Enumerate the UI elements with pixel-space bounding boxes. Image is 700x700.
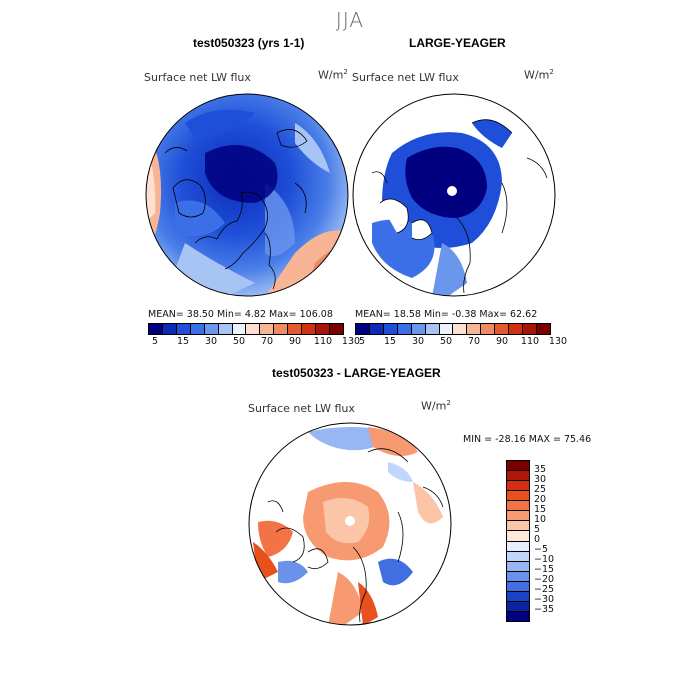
right-colorbar-swatch [369, 324, 384, 334]
right-panel-title: LARGE-YEAGER [409, 36, 506, 50]
left-colorbar-tick-label: 50 [232, 336, 246, 347]
right-colorbar-tick-label: 110 [520, 336, 540, 347]
diff-colorbar-swatch [507, 521, 529, 532]
left-colorbar-swatch [302, 324, 317, 334]
diff-colorbar-tick-label: −10 [534, 554, 555, 565]
left-colorbar-swatch [274, 324, 289, 334]
diff-colorbar-tick-label: 0 [534, 534, 541, 545]
diff-polar-map [248, 422, 452, 626]
right-colorbar-tick-label: 5 [358, 336, 366, 347]
diff-colorbar-swatch [507, 571, 529, 582]
left-colorbar-tick-label: 70 [260, 336, 274, 347]
diff-colorbar-swatch [507, 501, 529, 512]
right-colorbar-tick-label: 50 [439, 336, 453, 347]
right-colorbar-tick-label: 130 [548, 336, 568, 347]
right-colorbar-ticks: 5 15 30 50 70 90 110 130 [355, 336, 567, 350]
diff-colorbar-tick-label: −30 [534, 594, 555, 605]
left-colorbar-swatch [204, 324, 219, 334]
right-colorbar [355, 323, 551, 335]
diff-colorbar-tick-label: 5 [534, 524, 541, 535]
right-colorbar-swatch [425, 324, 440, 334]
left-colorbar-tick-label: 15 [176, 336, 190, 347]
diff-colorbar-tick-label: −20 [534, 574, 555, 585]
left-colorbar-swatch [288, 324, 303, 334]
diff-colorbar-swatch [507, 581, 529, 592]
diff-colorbar-swatch [507, 531, 529, 542]
diff-colorbar-tick-label: −35 [534, 604, 555, 615]
right-colorbar-swatch [453, 324, 468, 334]
diff-colorbar-tick-label: 35 [534, 464, 547, 475]
left-colorbar-swatch [190, 324, 205, 334]
left-colorbar-tick-label: 30 [204, 336, 218, 347]
right-colorbar-swatch [467, 324, 482, 334]
left-colorbar-tick-label: 5 [151, 336, 159, 347]
right-colorbar-tick-label: 90 [495, 336, 509, 347]
left-colorbar [148, 323, 344, 335]
diff-colorbar-swatch [507, 601, 529, 612]
right-colorbar-swatch [495, 324, 510, 334]
diff-colorbar-tick-label: 10 [534, 514, 547, 525]
diff-colorbar-swatch [507, 611, 529, 621]
right-polar-map [352, 93, 556, 297]
left-colorbar-swatch [176, 324, 191, 334]
left-unit-label: W/m2 [318, 68, 348, 82]
left-variable-label: Surface net LW flux [144, 71, 251, 84]
left-stats: MEAN= 38.50 Min= 4.82 Max= 106.08 [148, 309, 333, 320]
diff-stats: MIN = -28.16 MAX = 75.46 [463, 434, 592, 445]
diff-colorbar [506, 460, 530, 622]
diff-colorbar-tick-label: −5 [534, 544, 549, 555]
left-colorbar-ticks: 5 15 30 50 70 90 110 130 [148, 336, 360, 350]
season-title: JJA [335, 8, 365, 32]
right-stats: MEAN= 18.58 Min= -0.38 Max= 62.62 [355, 309, 538, 320]
left-colorbar-swatch [316, 324, 330, 334]
diff-colorbar-tick-label: 20 [534, 494, 547, 505]
left-colorbar-tick-label: 130 [341, 336, 361, 347]
right-colorbar-swatch [383, 324, 398, 334]
right-colorbar-swatch [439, 324, 454, 334]
right-colorbar-swatch [509, 324, 524, 334]
right-colorbar-tick-label: 70 [467, 336, 481, 347]
right-unit-label: W/m2 [524, 68, 554, 82]
diff-colorbar-swatch [507, 471, 529, 482]
diff-colorbar-swatch [507, 541, 529, 552]
right-colorbar-tick-label: 15 [383, 336, 397, 347]
left-panel-title: test050323 (yrs 1-1) [193, 36, 305, 50]
diff-colorbar-swatch [507, 461, 529, 472]
diff-panel-title: test050323 - LARGE-YEAGER [272, 366, 441, 380]
right-colorbar-tick-label: 30 [411, 336, 425, 347]
right-colorbar-swatch [536, 324, 550, 334]
left-colorbar-tick-label: 110 [313, 336, 333, 347]
left-colorbar-tick-label: 90 [288, 336, 302, 347]
diff-colorbar-swatch [507, 481, 529, 492]
diff-colorbar-swatch [507, 511, 529, 522]
left-colorbar-swatch [162, 324, 177, 334]
diff-colorbar-swatch [507, 561, 529, 572]
diff-colorbar-swatch [507, 591, 529, 602]
diff-colorbar-tick-label: 30 [534, 474, 547, 485]
left-colorbar-swatch [329, 324, 343, 334]
diff-colorbar-tick-label: 15 [534, 504, 547, 515]
diff-colorbar-tick-label: 25 [534, 484, 547, 495]
right-variable-label: Surface net LW flux [352, 71, 459, 84]
right-colorbar-swatch [481, 324, 496, 334]
left-colorbar-swatch [232, 324, 247, 334]
left-polar-map [145, 93, 349, 297]
diff-colorbar-ticks: 35 30 25 20 15 10 5 0 −5 −10 −15 −20 −25 −30 −35 [534, 460, 574, 622]
left-colorbar-swatch [218, 324, 233, 334]
left-colorbar-swatch [149, 324, 163, 334]
diff-colorbar-tick-label: −15 [534, 564, 555, 575]
diff-colorbar-swatch [507, 491, 529, 502]
right-colorbar-swatch [356, 324, 370, 334]
right-colorbar-swatch [397, 324, 412, 334]
diff-unit-label: W/m2 [421, 399, 451, 413]
diff-colorbar-swatch [507, 551, 529, 562]
left-colorbar-swatch [260, 324, 275, 334]
right-colorbar-swatch [523, 324, 537, 334]
left-colorbar-swatch [246, 324, 261, 334]
diff-colorbar-tick-label: −25 [534, 584, 555, 595]
right-colorbar-swatch [411, 324, 426, 334]
diff-variable-label: Surface net LW flux [248, 402, 355, 415]
